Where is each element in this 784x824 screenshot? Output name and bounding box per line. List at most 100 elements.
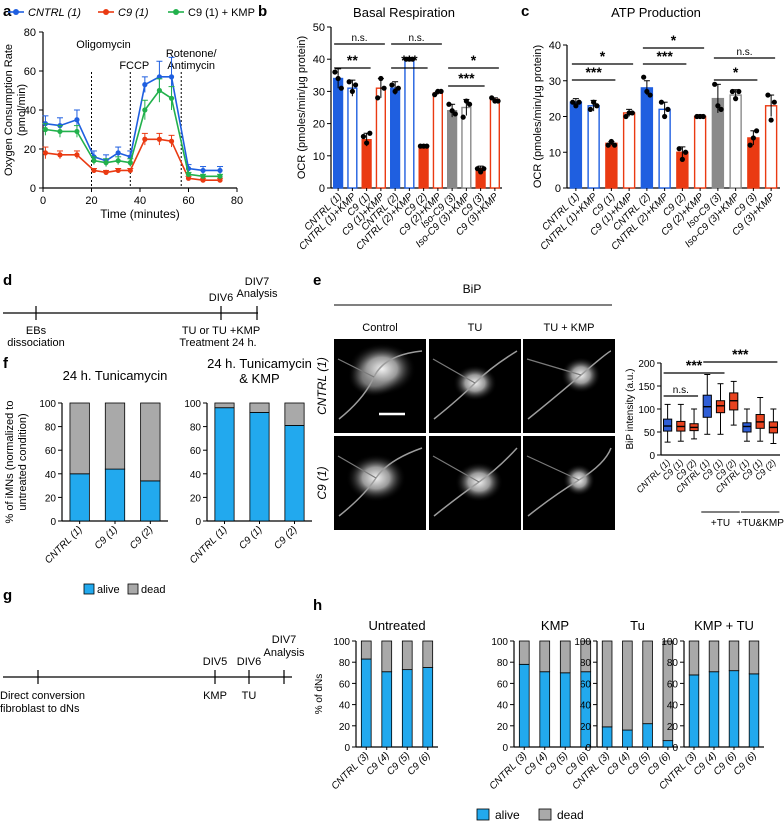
x-tick-label: CNTRL (1): [188, 524, 230, 566]
y-axis-label: untreated condition): [17, 413, 29, 510]
chart-title: 24 h. Tunicamycin: [63, 368, 168, 383]
alive-segment: [559, 672, 571, 748]
replicate-point: [700, 113, 706, 120]
x-tick-label: C9 (6): [732, 750, 759, 777]
chart-title: 24 h. Tunicamycin: [207, 356, 312, 371]
x-tick-label: C9 (1): [93, 524, 120, 551]
chart-title: ATP Production: [611, 5, 701, 20]
bar: [333, 77, 344, 189]
x-tick-label: 60: [182, 195, 194, 207]
y-tick-label: 40: [339, 701, 351, 712]
alive-segment: [662, 740, 674, 748]
y-tick-label: 150: [638, 382, 655, 393]
y-tick-label: 0: [30, 183, 36, 195]
replicate-point: [367, 130, 373, 136]
y-axis-label: % of iMNs (normalized to: [4, 401, 16, 524]
panel-f-survival: 24 h. Tunicamycin 0 20 40 60 80 100 CNTRL (1) C9…: [4, 356, 312, 596]
y-axis-label: OCR (pmoles/min/μg protein): [296, 36, 308, 179]
significance-label: *: [471, 52, 477, 68]
replicate-point: [718, 106, 724, 112]
legend-label: C9 (1) + KMP: [188, 7, 255, 19]
y-tick-label: 100: [491, 637, 508, 648]
significance-label: **: [347, 52, 358, 68]
y-tick-label: 80: [667, 658, 679, 669]
neurite: [337, 455, 377, 479]
data-point: [142, 82, 148, 88]
replicate-point: [629, 110, 635, 116]
y-tick-label: 80: [339, 658, 351, 669]
dead-segment: [249, 402, 270, 413]
data-point: [127, 167, 133, 174]
box: [742, 422, 752, 433]
alive-segment: [140, 480, 161, 522]
replicate-point: [765, 92, 771, 98]
significance-label: ***: [686, 357, 703, 373]
x-tick-label: 40: [134, 195, 146, 207]
bar: [658, 108, 671, 189]
significance-label: n.s.: [736, 47, 752, 58]
data-point: [168, 138, 175, 144]
y-tick-label: 20: [549, 112, 561, 124]
alive-segment: [284, 425, 305, 522]
y-tick-label: 80: [45, 423, 57, 434]
dead-segment: [284, 402, 305, 426]
replicate-point: [352, 82, 359, 88]
data-point: [168, 95, 175, 101]
panel-letter-g: g: [3, 587, 12, 604]
x-tick-label: C9 (2): [272, 524, 299, 551]
timeline-label: DIV7: [245, 276, 269, 288]
replicate-point: [460, 114, 466, 120]
y-tick-label: 100: [184, 399, 201, 410]
box: [663, 418, 673, 432]
y-tick-label: 0: [195, 517, 201, 528]
data-point: [217, 167, 223, 174]
alive-segment: [381, 671, 393, 748]
alive-segment: [708, 671, 720, 748]
data-point: [42, 126, 49, 133]
replicate-point: [736, 88, 742, 95]
timeline-label: TU: [242, 690, 257, 702]
replicate-point: [647, 92, 653, 98]
significance-label: *: [671, 32, 677, 48]
y-tick-label: 40: [667, 701, 679, 712]
injection-label: Rotenone/: [166, 48, 218, 60]
alive-segment: [539, 671, 551, 748]
replicate-point: [570, 99, 576, 105]
image-column-label: TU + KMP: [543, 322, 594, 334]
data-point: [217, 173, 223, 179]
replicate-point: [611, 142, 618, 148]
y-tick-label: 60: [190, 446, 202, 457]
y-tick-label: 20: [667, 722, 679, 733]
chart-title: KMP: [541, 618, 569, 633]
replicate-point: [381, 85, 387, 91]
replicate-point: [768, 117, 774, 123]
legend-label-dead: dead: [141, 584, 165, 596]
replicate-point: [587, 106, 594, 112]
significance-label: *: [600, 48, 606, 64]
y-tick-label: 10: [313, 151, 325, 163]
y-tick-label: 20: [580, 722, 592, 733]
replicate-point: [747, 142, 753, 148]
data-point: [42, 150, 49, 156]
chart-title: & KMP: [239, 371, 279, 386]
bar: [390, 87, 401, 189]
y-tick-label: 60: [339, 679, 351, 690]
replicate-point: [605, 142, 611, 148]
panel-letter-a: a: [3, 3, 12, 20]
replicate-point: [481, 166, 487, 172]
image-row-label: C9 (1): [315, 466, 329, 499]
data-point: [185, 171, 192, 177]
chart-title: Untreated: [368, 618, 425, 633]
y-tick-label: 50: [313, 22, 325, 34]
replicate-point: [753, 128, 760, 134]
y-tick-label: 0: [585, 743, 591, 754]
data-point: [156, 136, 162, 142]
y-tick-label: 200: [638, 359, 655, 370]
replicate-point: [715, 103, 721, 109]
legend-marker: [173, 9, 179, 15]
replicate-point: [641, 74, 647, 80]
dead-segment: [214, 402, 235, 409]
alive-segment: [401, 669, 413, 748]
